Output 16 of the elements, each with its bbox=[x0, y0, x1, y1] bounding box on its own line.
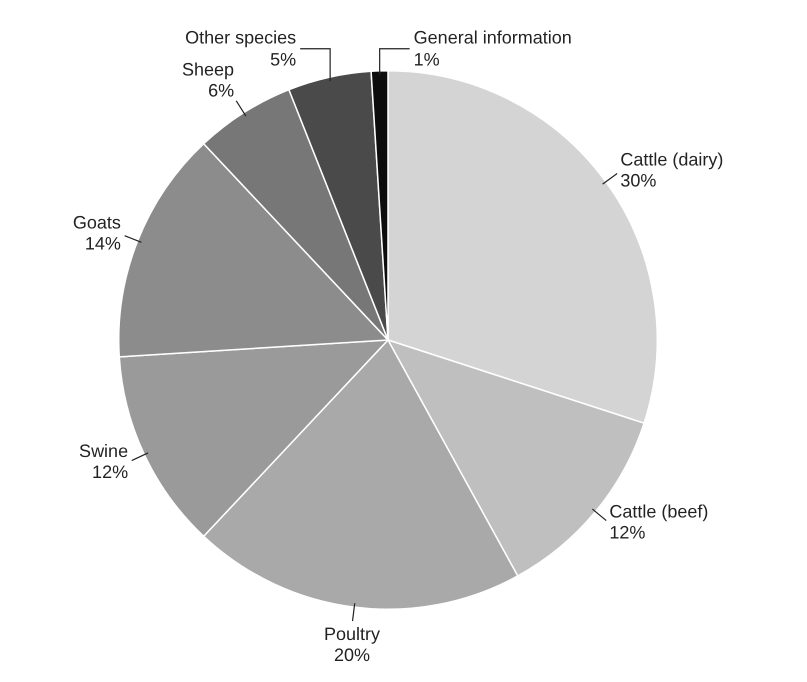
slice-label: Cattle (beef) bbox=[609, 502, 708, 522]
slice-label: Poultry bbox=[324, 624, 380, 644]
data-label: 6% bbox=[208, 80, 234, 100]
data-label: 14% bbox=[84, 234, 121, 254]
slice-label: General information bbox=[414, 28, 572, 48]
slice-label: Goats bbox=[72, 212, 121, 233]
data-label: 5% bbox=[270, 50, 296, 70]
slice-label: Sheep bbox=[182, 59, 234, 80]
data-label: 12% bbox=[92, 462, 128, 482]
data-label: 30% bbox=[620, 170, 656, 191]
slice-label: Other species bbox=[185, 28, 296, 48]
data-label: 12% bbox=[609, 522, 646, 543]
data-label: 20% bbox=[334, 644, 370, 665]
slice-label: Cattle (dairy) bbox=[620, 150, 724, 170]
slice-label: Swine bbox=[79, 440, 128, 461]
data-label: 1% bbox=[414, 50, 440, 70]
